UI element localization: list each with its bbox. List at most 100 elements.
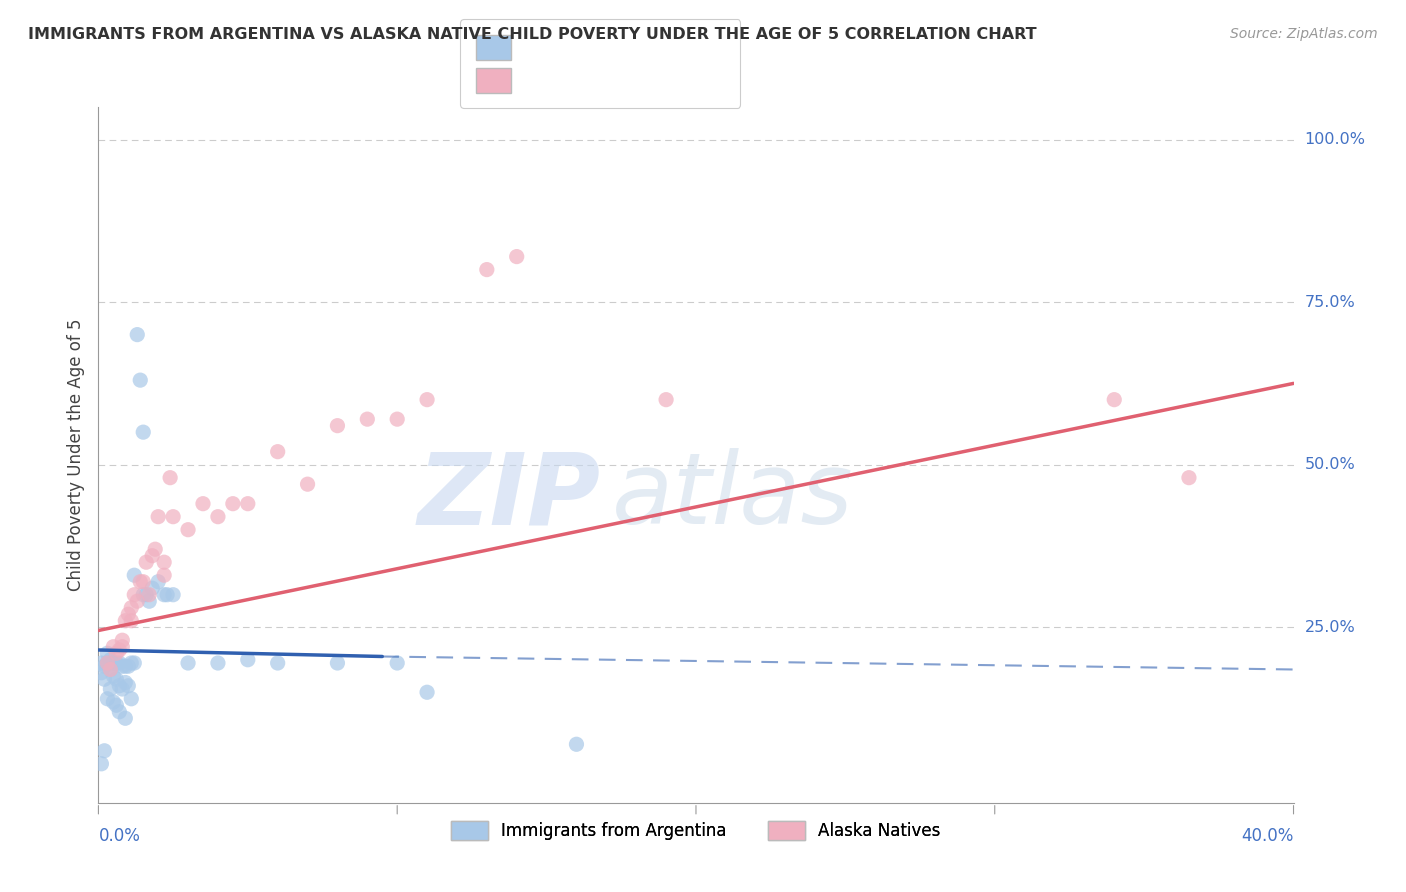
Point: [114, 614, 136, 628]
Text: 40.0%: 40.0%: [1241, 827, 1294, 845]
Point: [148, 574, 170, 589]
Point: [143, 542, 166, 557]
Point: [297, 477, 319, 491]
Point: [120, 600, 142, 615]
Point: [120, 614, 142, 628]
Point: [96, 656, 118, 670]
Point: [108, 643, 131, 657]
Point: [236, 653, 259, 667]
Point: [135, 555, 157, 569]
Point: [96, 691, 118, 706]
Point: [148, 509, 170, 524]
Text: -0.013: -0.013: [553, 38, 621, 57]
Text: 0.0%: 0.0%: [98, 827, 141, 845]
Text: R =: R =: [499, 38, 541, 57]
Point: [108, 705, 131, 719]
Point: [132, 425, 155, 439]
Point: [90, 665, 112, 680]
Point: [111, 640, 134, 654]
Point: [153, 568, 176, 582]
Point: [103, 656, 125, 670]
Point: [105, 672, 128, 686]
Text: 50.0%: 50.0%: [1305, 458, 1355, 472]
Point: [98, 681, 122, 696]
Point: [93, 672, 115, 686]
Point: [98, 653, 122, 667]
Point: [138, 594, 160, 608]
Point: [120, 691, 142, 706]
Point: [117, 659, 139, 673]
Point: [416, 685, 439, 699]
Point: [162, 588, 184, 602]
Point: [103, 640, 125, 654]
Text: ZIP: ZIP: [418, 448, 600, 545]
Point: [111, 633, 134, 648]
Text: 100.0%: 100.0%: [1305, 132, 1365, 147]
Point: [655, 392, 678, 407]
Point: [1178, 471, 1201, 485]
Point: [132, 588, 155, 602]
Point: [506, 250, 529, 264]
Point: [114, 711, 136, 725]
Text: 40: 40: [678, 66, 704, 86]
Point: [105, 698, 128, 713]
Legend: Immigrants from Argentina, Alaska Natives: Immigrants from Argentina, Alaska Native…: [444, 814, 948, 847]
Point: [127, 594, 149, 608]
Point: [153, 588, 176, 602]
Point: [124, 588, 146, 602]
Text: N =: N =: [637, 66, 679, 86]
Point: [124, 656, 146, 670]
Text: N =: N =: [637, 38, 679, 57]
Point: [129, 574, 152, 589]
Point: [103, 695, 125, 709]
Point: [177, 523, 200, 537]
Point: [159, 471, 181, 485]
Point: [141, 581, 163, 595]
Point: [135, 588, 157, 602]
Point: [138, 588, 160, 602]
Text: atlas: atlas: [613, 448, 853, 545]
Point: [120, 656, 142, 670]
Point: [267, 656, 290, 670]
Text: 0.421: 0.421: [553, 66, 614, 86]
Point: [156, 588, 179, 602]
Point: [267, 444, 290, 458]
Text: R =: R =: [499, 66, 541, 86]
Text: 75.0%: 75.0%: [1305, 294, 1355, 310]
Point: [191, 497, 214, 511]
Point: [114, 675, 136, 690]
Point: [1104, 392, 1126, 407]
Point: [207, 656, 229, 670]
Point: [565, 737, 588, 751]
Point: [98, 663, 122, 677]
Point: [117, 679, 139, 693]
Point: [103, 669, 125, 683]
Text: IMMIGRANTS FROM ARGENTINA VS ALASKA NATIVE CHILD POVERTY UNDER THE AGE OF 5 CORR: IMMIGRANTS FROM ARGENTINA VS ALASKA NATI…: [28, 27, 1036, 42]
Point: [385, 656, 409, 670]
Point: [105, 646, 128, 660]
Point: [93, 744, 115, 758]
Point: [127, 327, 149, 342]
Point: [105, 656, 128, 670]
Point: [111, 659, 134, 673]
Point: [93, 659, 115, 673]
Point: [96, 656, 118, 670]
Point: [129, 373, 152, 387]
Text: 25.0%: 25.0%: [1305, 620, 1355, 635]
Point: [108, 656, 131, 670]
Point: [326, 418, 349, 433]
Point: [475, 262, 498, 277]
Point: [177, 656, 200, 670]
Text: Source: ZipAtlas.com: Source: ZipAtlas.com: [1230, 27, 1378, 41]
Point: [132, 574, 155, 589]
Point: [141, 549, 163, 563]
Point: [96, 646, 118, 660]
Point: [153, 555, 176, 569]
Point: [124, 568, 146, 582]
Point: [108, 679, 131, 693]
Point: [98, 663, 122, 677]
Point: [207, 509, 229, 524]
Point: [114, 659, 136, 673]
Point: [222, 497, 245, 511]
Y-axis label: Child Poverty Under the Age of 5: Child Poverty Under the Age of 5: [66, 318, 84, 591]
